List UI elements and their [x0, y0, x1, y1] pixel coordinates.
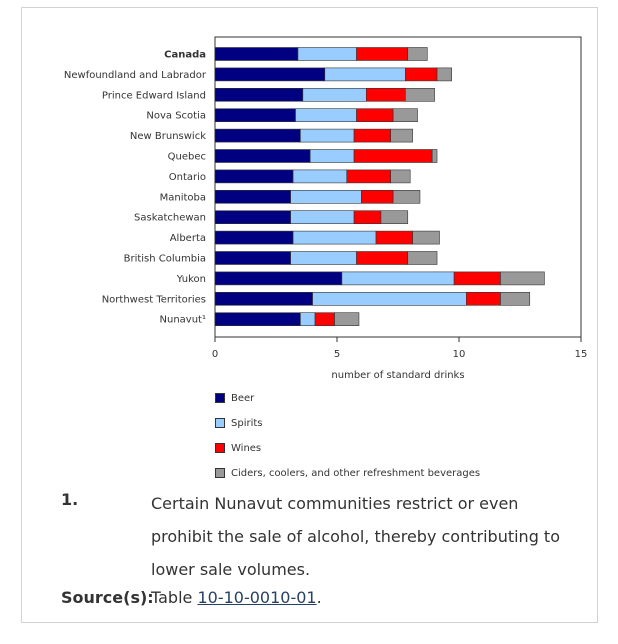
footnote-number: 1. — [61, 490, 79, 509]
category-label: Alberta — [170, 233, 206, 244]
bar-segment — [314, 312, 335, 327]
bar-segment — [309, 149, 355, 163]
bar-segment — [405, 67, 438, 82]
bar-segment — [431, 149, 438, 163]
bar-segment — [214, 251, 291, 265]
bar-segment — [353, 149, 433, 163]
legend-swatch — [215, 468, 225, 478]
bar-segment — [341, 271, 455, 286]
bar-segment — [324, 67, 406, 82]
category-label: Prince Edward Island — [102, 90, 206, 101]
bar-segment — [356, 47, 409, 61]
bar-segment — [500, 291, 531, 306]
bar-segment — [312, 291, 467, 306]
category-label: Nova Scotia — [146, 111, 206, 122]
category-label: British Columbia — [124, 254, 206, 265]
category-label: New Brunswick — [130, 131, 206, 142]
x-tick-label: 10 — [453, 349, 466, 360]
legend-label: Ciders, coolers, and other refreshment b… — [231, 467, 481, 479]
bar-segment — [334, 312, 360, 327]
bar-segment — [356, 251, 409, 265]
bar-segment — [412, 230, 440, 245]
source-label: Source(s): — [61, 588, 154, 607]
bar-segment — [214, 271, 343, 286]
legend-label: Spirits — [231, 417, 263, 429]
source-table-link[interactable]: 10-10-0010-01 — [197, 588, 317, 607]
bar-segment — [392, 108, 418, 122]
bar-segment — [214, 190, 291, 204]
legend-item: Wines — [215, 441, 261, 455]
bar-segment — [214, 47, 299, 61]
category-label: Northwest Territories — [102, 294, 206, 305]
bar-segment — [375, 230, 413, 245]
bar-segment — [214, 88, 304, 102]
bar-segment — [390, 128, 413, 143]
bar-segment — [353, 128, 391, 143]
category-label: Newfoundland and Labrador — [64, 70, 207, 81]
bar-segment — [466, 291, 501, 306]
x-axis-title: number of standard drinks — [331, 370, 464, 381]
plot-area-border — [214, 36, 582, 338]
bar-segment — [365, 88, 406, 102]
bar-segment — [361, 190, 394, 204]
legend-item: Beer — [215, 391, 254, 405]
bar-segment — [214, 291, 313, 306]
category-label: Nunavut¹ — [160, 315, 206, 326]
bar-segment — [214, 210, 291, 224]
x-tick-label: 15 — [575, 349, 588, 360]
legend-swatch — [215, 418, 225, 428]
bar-segment — [214, 108, 296, 122]
bar-segment — [436, 67, 452, 82]
bar-segment — [214, 230, 294, 245]
legend-item: Ciders, coolers, and other refreshment b… — [215, 466, 480, 480]
bar-segment — [392, 190, 421, 204]
bar-segment — [295, 108, 357, 122]
category-label: Canada — [164, 50, 206, 61]
bar-segment — [380, 210, 409, 224]
bar-segment — [292, 230, 377, 245]
bar-segment — [290, 190, 362, 204]
bar-segment — [214, 149, 311, 163]
bar-segment — [214, 169, 294, 184]
bar-segment — [346, 169, 391, 184]
bar-segment — [290, 210, 355, 224]
bar-segment — [300, 128, 355, 143]
legend-swatch — [215, 393, 225, 403]
bar-segment — [353, 210, 382, 224]
legend-item: Spirits — [215, 416, 263, 430]
bar-segment — [214, 128, 301, 143]
category-label: Quebec — [168, 152, 206, 163]
bar-segment — [292, 169, 348, 184]
bar-segment — [405, 88, 435, 102]
category-label: Saskatchewan — [134, 213, 206, 224]
bar-segment — [356, 108, 394, 122]
bar-segment — [214, 312, 301, 327]
category-label: Yukon — [176, 274, 206, 285]
category-label: Manitoba — [160, 192, 206, 203]
bar-segment — [453, 271, 501, 286]
bar-segment — [302, 88, 367, 102]
x-tick-label: 0 — [212, 349, 218, 360]
legend-swatch — [215, 443, 225, 453]
bar-segment — [214, 67, 326, 82]
bar-segment — [300, 312, 316, 327]
bar-segment — [390, 169, 411, 184]
x-tick-label: 5 — [334, 349, 340, 360]
bar-segment — [290, 251, 357, 265]
bar-segment — [500, 271, 545, 286]
bar-segment — [407, 251, 438, 265]
source-prefix: Table — [151, 588, 198, 607]
bar-segment — [297, 47, 357, 61]
bar-segment — [407, 47, 428, 61]
footnote-text: Certain Nunavut communities restrict or … — [151, 494, 560, 579]
legend-label: Wines — [231, 442, 262, 454]
source-suffix: . — [316, 588, 322, 607]
source-line: Table 10-10-0010-01. — [151, 588, 322, 607]
legend-label: Beer — [231, 392, 255, 404]
category-label: Ontario — [169, 172, 206, 183]
